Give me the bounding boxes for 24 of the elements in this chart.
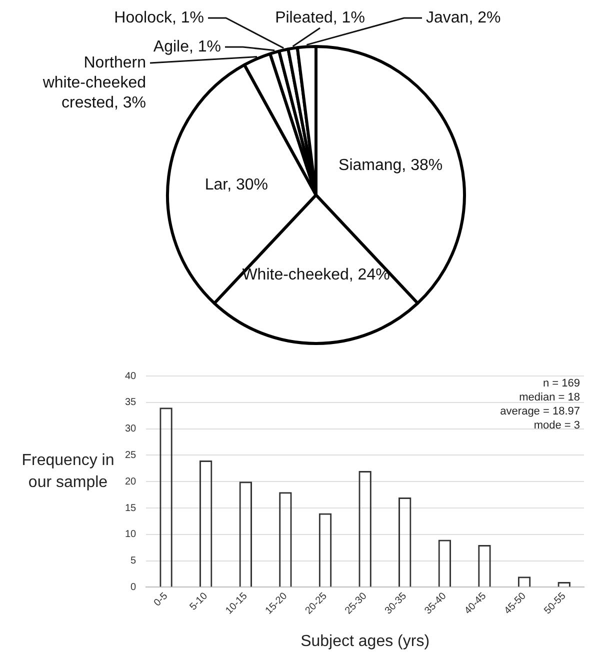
annotation: mode = 3 <box>534 420 580 432</box>
y-tick-label: 0 <box>130 582 137 593</box>
y-tick-label: 35 <box>125 397 137 408</box>
annotation: median = 18 <box>519 392 580 404</box>
slice-label: Agile, 1% <box>153 38 221 56</box>
y-tick-label: 25 <box>125 450 137 461</box>
y-tick-label: 20 <box>125 476 137 488</box>
y-axis-title: Frequency in our sample <box>20 451 116 493</box>
slice-label: Hoolock, 1% <box>114 9 204 26</box>
slice-label: White-cheeked, 24% <box>242 266 390 284</box>
y-tick-label: 10 <box>125 529 137 540</box>
slice-label: Lar, 30% <box>204 176 268 194</box>
y-tick-label: 5 <box>130 556 137 567</box>
slice-label: Northern white-cheeked crested, 3% <box>42 54 146 112</box>
annotation: average = 18.97 <box>500 406 580 418</box>
slice-label: Siamang, 38% <box>338 156 443 174</box>
y-tick-label: 15 <box>125 502 137 514</box>
y-tick-label: 30 <box>125 424 137 435</box>
slice-label: Javan, 2% <box>426 9 501 26</box>
x-axis-title: Subject ages (yrs) <box>300 632 430 650</box>
annotation: n = 169 <box>542 378 580 390</box>
slice-label: Pileated, 1% <box>275 9 365 26</box>
y-tick-label: 40 <box>125 370 137 382</box>
x-tick-label: 0-5 <box>152 590 170 609</box>
